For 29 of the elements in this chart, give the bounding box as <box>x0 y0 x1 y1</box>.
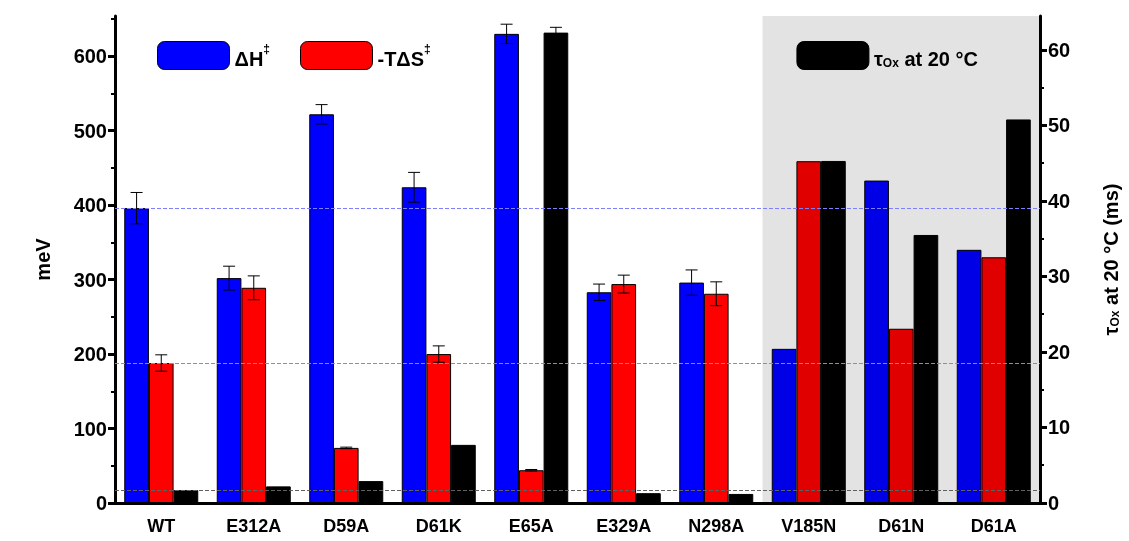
x-tick-label: D61A <box>970 516 1017 536</box>
y-tick-label: 300 <box>73 268 107 291</box>
y2-tick-label: 20 <box>1048 340 1071 363</box>
legend-label: -TΔS‡ <box>377 41 431 70</box>
y2-tick-label: 0 <box>1048 492 1060 514</box>
y2-tick-label: 50 <box>1048 114 1071 137</box>
x-tick-label: V185N <box>781 516 837 536</box>
y2-tick-label: 60 <box>1048 38 1071 61</box>
x-tick-label: D61K <box>415 516 462 536</box>
x-tick-label: E312A <box>226 516 282 536</box>
x-tick-label: N298A <box>688 516 745 536</box>
x-tick-label: E329A <box>596 516 652 536</box>
y2-axis-title: τOx at 20 °C (ms) <box>1100 183 1122 336</box>
x-tick-label: E65A <box>508 516 554 536</box>
y-tick-label: 400 <box>73 194 107 217</box>
y-tick-label: 500 <box>73 119 107 142</box>
x-tick-label: D61N <box>878 516 925 536</box>
y-tick-label: 600 <box>73 45 107 68</box>
y-tick-label: 200 <box>73 343 107 366</box>
y2-tick-label: 10 <box>1048 416 1071 439</box>
y2-tick-label: 40 <box>1048 189 1071 212</box>
y-tick-label: 100 <box>73 417 107 440</box>
y-tick-label: 0 <box>95 492 107 514</box>
legend-label: ΔH‡ <box>234 41 271 70</box>
y2-tick-label: 30 <box>1048 265 1071 288</box>
legend-label: τOx at 20 °C <box>873 47 978 70</box>
x-tick-label: D59A <box>323 516 370 536</box>
x-tick-label: WT <box>147 516 176 536</box>
y-axis-title: meV <box>32 237 54 281</box>
